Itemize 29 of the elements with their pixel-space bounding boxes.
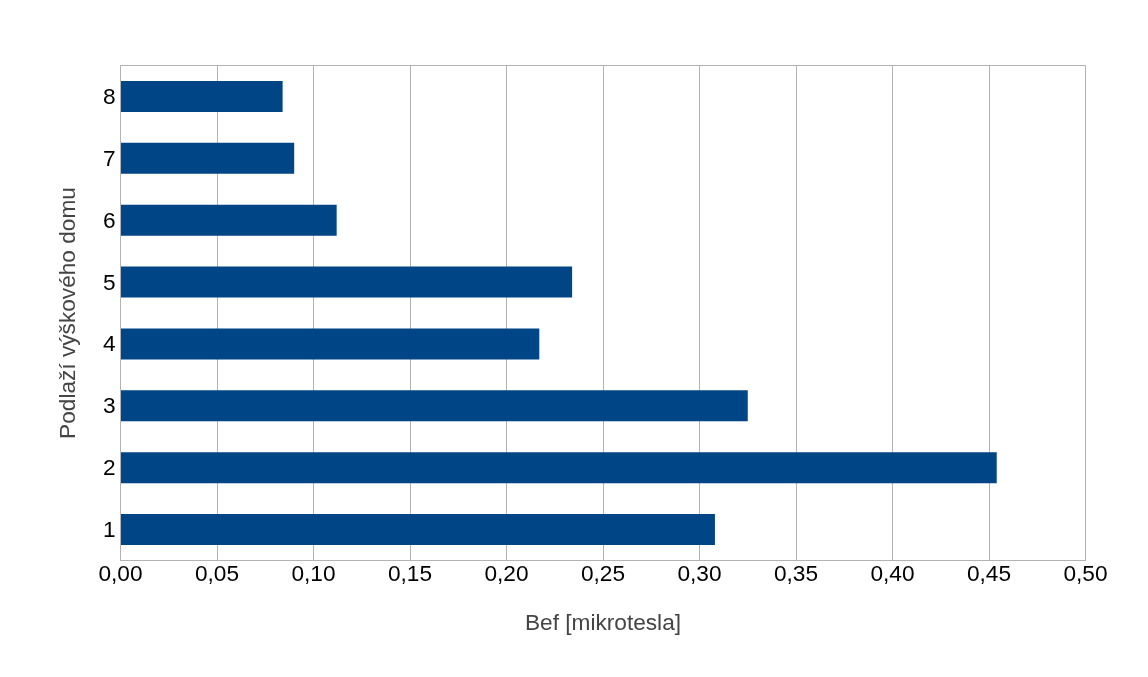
x-tick-label: 0,25 <box>580 559 626 586</box>
x-tick-label: 0,15 <box>387 559 433 586</box>
bar <box>120 80 283 112</box>
x-tick-label: 0,45 <box>966 559 1012 586</box>
y-axis-title: Podlaží výškového domu <box>53 187 80 439</box>
y-tick-label: 7 <box>102 144 116 171</box>
x-tick-label: 0,30 <box>677 559 722 586</box>
y-tick-label: 1 <box>102 516 116 543</box>
y-tick-label: 5 <box>102 268 116 295</box>
y-tick-label: 3 <box>102 392 116 419</box>
y-tick-label: 6 <box>102 206 116 233</box>
bar <box>120 390 748 422</box>
bar <box>120 452 997 484</box>
bar <box>120 266 573 298</box>
x-tick-label: 0,35 <box>773 559 819 586</box>
bar <box>120 204 337 236</box>
y-tick-label: 8 <box>102 82 116 109</box>
y-tick-label: 4 <box>102 330 116 357</box>
x-tick-label: 0,05 <box>194 559 240 586</box>
x-tick-label: 0,10 <box>291 559 336 586</box>
x-axis-title: Bef [mikrotesla] <box>524 608 682 635</box>
x-tick-label: 0,50 <box>1063 559 1108 586</box>
bar <box>120 514 715 546</box>
bar <box>120 328 540 360</box>
x-tick-label: 0,20 <box>484 559 529 586</box>
bar <box>120 142 295 174</box>
y-tick-label: 2 <box>102 454 116 481</box>
x-tick-label: 0,40 <box>870 559 915 586</box>
x-tick-label: 0,00 <box>98 559 143 586</box>
